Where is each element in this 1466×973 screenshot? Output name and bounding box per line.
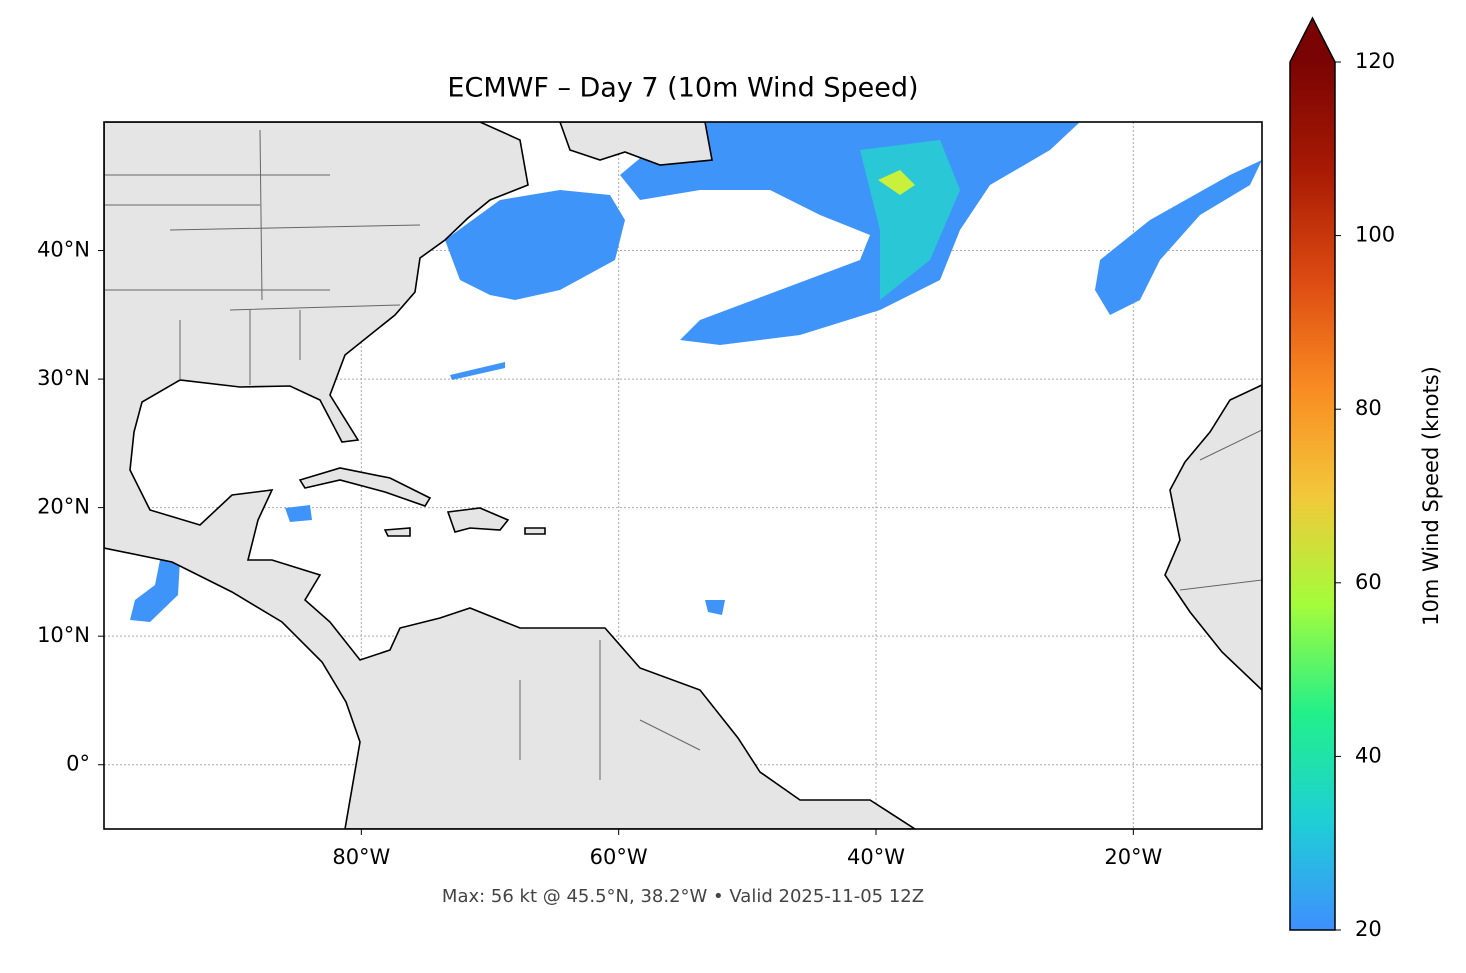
- colorbar-extend: [1290, 18, 1335, 62]
- hispaniola: [446, 507, 510, 533]
- map-title: ECMWF – Day 7 (10m Wind Speed): [447, 73, 918, 104]
- africa: [1164, 384, 1262, 692]
- y-tick-label: 40°N: [37, 238, 90, 262]
- wind-patch: [620, 122, 1080, 345]
- map-area: [104, 122, 1262, 829]
- americas: [104, 122, 917, 829]
- map-frame: [103, 121, 1263, 830]
- wind-patch: [445, 190, 625, 300]
- borders: [104, 129, 1262, 780]
- colorbar: 20 40 60 80 100 120: [1289, 16, 1395, 941]
- colorbar-outline: [1289, 16, 1336, 931]
- wind-patch: [705, 600, 725, 615]
- colorbar-tick-label: 80: [1355, 396, 1382, 420]
- colorbar-tick-label: 120: [1355, 49, 1395, 73]
- x-tick-label: 80°W: [332, 845, 390, 869]
- y-tick-label: 20°N: [37, 495, 90, 519]
- x-tick-label: 40°W: [847, 845, 905, 869]
- wind-patch: [450, 362, 505, 380]
- colorbar-scale: [1290, 62, 1335, 930]
- x-tick-label: 20°W: [1104, 845, 1162, 869]
- y-tick-label: 10°N: [37, 623, 90, 647]
- puerto-rico: [524, 527, 546, 535]
- wind-patch: [285, 505, 312, 522]
- colorbar-tick-label: 60: [1355, 570, 1382, 594]
- wind-patch: [130, 560, 180, 622]
- colorbar-label: 10m Wind Speed (knots): [1419, 366, 1443, 626]
- x-tick-label: 60°W: [590, 845, 648, 869]
- cuba: [298, 467, 432, 507]
- jamaica: [383, 527, 411, 537]
- y-tick-label: 0°: [66, 752, 90, 776]
- footer-note: Max: 56 kt @ 45.5°N, 38.2°W • Valid 2025…: [442, 886, 924, 907]
- wind-patch: [878, 170, 915, 195]
- wind-field: [130, 122, 1262, 622]
- y-tick-label: 30°N: [37, 366, 90, 390]
- colorbar-tick-label: 40: [1355, 743, 1382, 767]
- colorbar-tick-label: 20: [1355, 917, 1382, 941]
- colorbar-tick-label: 100: [1355, 223, 1395, 247]
- maritimes: [559, 122, 713, 166]
- wind-patch: [1095, 160, 1262, 315]
